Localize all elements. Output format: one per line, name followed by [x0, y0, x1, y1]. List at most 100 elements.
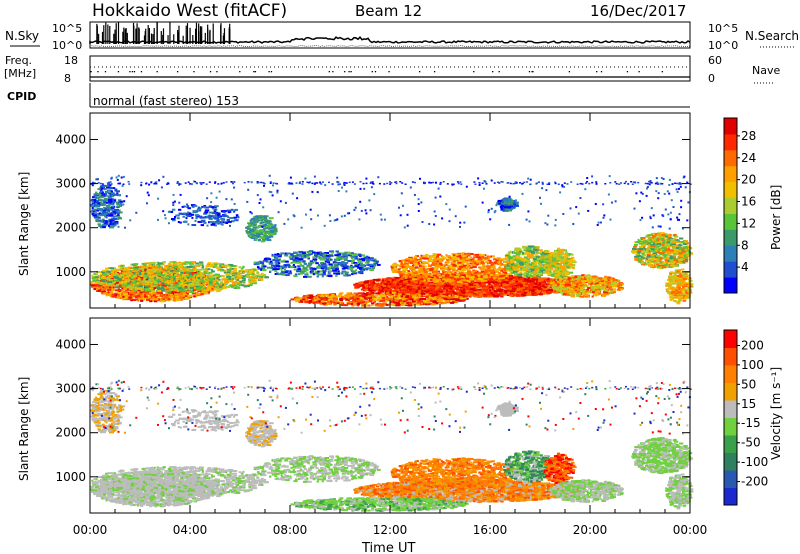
- power-cell: [157, 284, 160, 287]
- power-cell: [259, 229, 264, 232]
- power-cell: [93, 288, 98, 291]
- power-cell: [335, 274, 338, 277]
- nsky-panel: [89, 21, 691, 49]
- freq-dot: [661, 71, 664, 73]
- power-cell: [205, 265, 211, 268]
- power-cell: [248, 278, 253, 280]
- power-cell: [90, 281, 94, 284]
- power-cell: [132, 298, 136, 301]
- power-cell: [126, 286, 130, 289]
- power-cell: [121, 284, 125, 287]
- freq-dot: [193, 71, 195, 73]
- power-cell: [95, 277, 99, 280]
- power-cell: [117, 217, 123, 220]
- power-cell: [190, 285, 195, 288]
- power-cell: [260, 272, 264, 275]
- power-cell: [102, 269, 107, 272]
- power-cell: [154, 300, 158, 303]
- power-cell: [207, 262, 212, 265]
- power-cell: [97, 208, 103, 211]
- power-cell: [119, 282, 123, 284]
- power-cell: [294, 259, 297, 261]
- power-cell: [114, 222, 119, 225]
- power-cell: [248, 283, 251, 286]
- power-cell: [131, 275, 134, 278]
- power-cell: [173, 265, 179, 268]
- power-cell: [98, 271, 104, 274]
- power-cell: [292, 261, 296, 264]
- power-cell: [103, 201, 106, 204]
- power-cell: [232, 267, 238, 270]
- power-cell: [178, 266, 181, 269]
- power-cell: [191, 282, 195, 285]
- power-cell: [97, 223, 101, 226]
- power-cell: [306, 275, 312, 278]
- power-cell: [311, 251, 316, 254]
- power-cell: [136, 287, 140, 290]
- power-cell: [160, 289, 165, 292]
- power-cell: [317, 273, 322, 276]
- power-cell: [99, 285, 104, 288]
- power-cell: [247, 285, 250, 288]
- power-cell: [164, 267, 169, 270]
- power-cell: [140, 291, 143, 294]
- power-cell: [109, 288, 115, 291]
- power-cell: [100, 185, 103, 188]
- power-cell: [196, 279, 201, 282]
- power-cell: [107, 291, 110, 294]
- power-cell: [90, 199, 94, 202]
- power-cell: [108, 214, 114, 217]
- power-cell: [354, 253, 358, 256]
- power-cell: [208, 211, 214, 214]
- freq-dot: [133, 71, 136, 73]
- power-cell: [175, 299, 179, 302]
- power-cell: [327, 274, 332, 277]
- power-cell: [117, 292, 120, 294]
- power-cell: [344, 271, 349, 274]
- power-cell: [150, 298, 155, 301]
- power-cell: [109, 187, 114, 189]
- power-cell: [208, 283, 213, 286]
- power-cell: [92, 276, 96, 279]
- power-cell: [143, 268, 147, 271]
- power-cell: [149, 276, 154, 279]
- power-cell: [140, 294, 145, 297]
- power-cell: [223, 269, 227, 272]
- power-cell: [201, 216, 207, 219]
- power-cell: [107, 276, 112, 278]
- power-cell: [158, 295, 161, 298]
- power-cell: [234, 276, 237, 279]
- power-cell: [306, 272, 309, 275]
- power-cell: [216, 289, 222, 292]
- power-cell: [117, 217, 120, 220]
- power-cell: [185, 280, 190, 283]
- power-cell: [144, 284, 148, 287]
- power-cell: [177, 267, 181, 270]
- power-cell: [212, 266, 217, 268]
- power-cell: [195, 277, 199, 280]
- power-cell: [120, 290, 124, 293]
- power-cell: [181, 263, 184, 266]
- power-cell: [197, 271, 203, 274]
- power-cell: [258, 238, 262, 241]
- power-cell: [90, 284, 95, 287]
- power-cell: [217, 268, 222, 271]
- power-cell: [140, 275, 143, 277]
- power-cell: [124, 288, 130, 291]
- power-cell: [256, 274, 260, 277]
- power-cell: [297, 268, 301, 270]
- power-cell: [357, 266, 360, 269]
- nave-label: Nave: [752, 64, 780, 77]
- power-cell: [229, 264, 232, 266]
- power-cell: [221, 283, 224, 286]
- power-cell: [280, 269, 283, 271]
- power-cell: [210, 285, 214, 288]
- power-cell: [116, 289, 122, 292]
- power-cell: [168, 266, 173, 269]
- power-cell: [201, 266, 204, 269]
- power-cell: [144, 292, 150, 295]
- power-cell: [143, 278, 146, 281]
- power-cell: [168, 270, 172, 273]
- power-cell: [351, 262, 354, 265]
- power-cell: [149, 262, 155, 264]
